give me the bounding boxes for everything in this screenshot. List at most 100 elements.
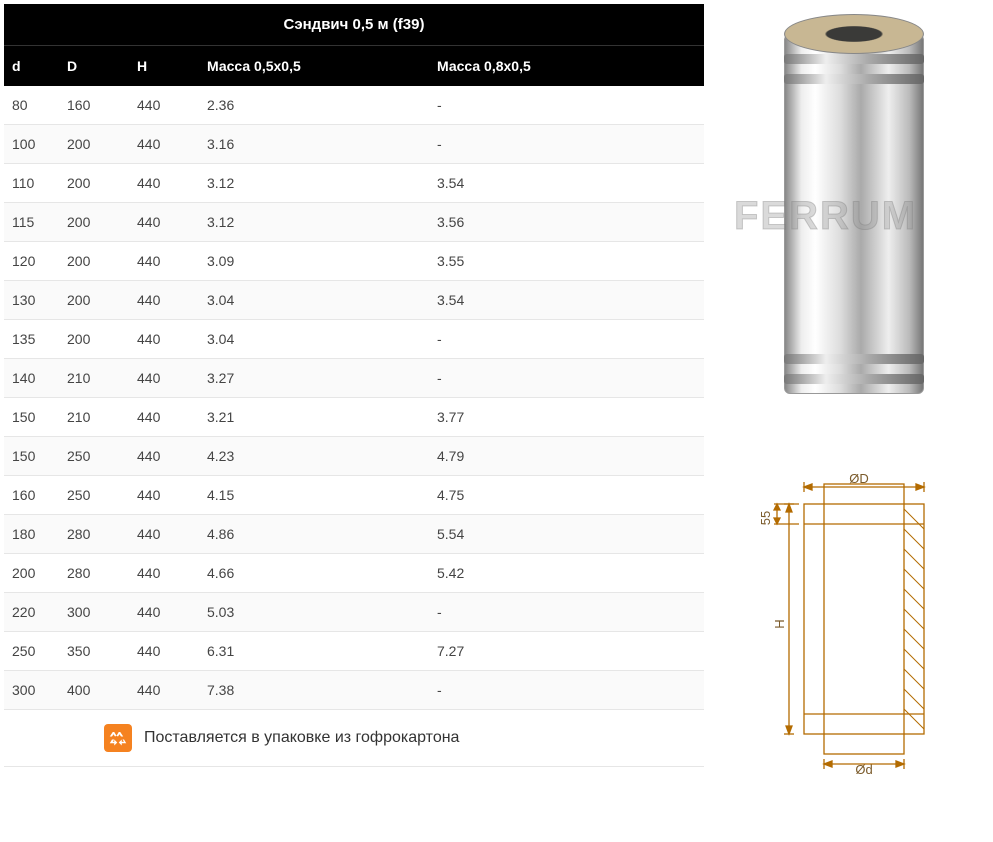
table-cell: 440 [129,203,199,242]
table-cell: 3.04 [199,320,429,359]
dim-phiD: ØD [849,474,869,486]
table-row: 3004004407.38- [4,671,704,710]
table-cell: 130 [4,281,59,320]
table-cell: 100 [4,125,59,164]
table-cell: 3.54 [429,281,704,320]
table-cell: 2.36 [199,86,429,125]
table-cell: 440 [129,164,199,203]
table-cell: 4.75 [429,476,704,515]
table-row: 1202004403.093.55 [4,242,704,281]
product-image: FERRUM [784,14,924,414]
table-cell: 160 [4,476,59,515]
table-cell: 200 [59,164,129,203]
table-cell: 5.54 [429,515,704,554]
table-cell: 7.38 [199,671,429,710]
table-row: 1602504404.154.75 [4,476,704,515]
table-cell: 3.27 [199,359,429,398]
table-cell: 150 [4,398,59,437]
table-cell: 135 [4,320,59,359]
watermark-text: FERRUM [734,194,917,239]
table-cell: 4.23 [199,437,429,476]
table-cell: 440 [129,515,199,554]
table-cell: 6.31 [199,632,429,671]
table-row: 1352004403.04- [4,320,704,359]
table-cell: 120 [4,242,59,281]
col-header-d: d [4,46,59,87]
table-cell: 400 [59,671,129,710]
table-cell: 210 [59,398,129,437]
table-cell: 110 [4,164,59,203]
packaging-note-text: Поставляется в упаковке из гофрокартона [144,729,459,747]
table-cell: 440 [129,554,199,593]
table-cell: 440 [129,359,199,398]
col-header-mass08: Масса 0,8х0,5 [429,46,704,87]
table-row: 801604402.36- [4,86,704,125]
table-cell: 200 [59,242,129,281]
table-row: 1152004403.123.56 [4,203,704,242]
table-cell: 250 [59,437,129,476]
dim-H: H [772,619,787,628]
col-header-H: H [129,46,199,87]
table-cell: 3.12 [199,203,429,242]
table-cell: 180 [4,515,59,554]
table-row: 2503504406.317.27 [4,632,704,671]
table-row: 1402104403.27- [4,359,704,398]
table-cell: 350 [59,632,129,671]
table-cell: 200 [59,320,129,359]
table-cell: 440 [129,632,199,671]
table-cell: 140 [4,359,59,398]
table-cell: 115 [4,203,59,242]
table-cell: 200 [4,554,59,593]
table-cell: 300 [4,671,59,710]
table-cell: 440 [129,398,199,437]
table-cell: 250 [59,476,129,515]
table-row: 1302004403.043.54 [4,281,704,320]
table-cell: 3.09 [199,242,429,281]
table-cell: 440 [129,476,199,515]
table-header-row: d D H Масса 0,5х0,5 Масса 0,8х0,5 [4,46,704,87]
table-cell: 300 [59,593,129,632]
table-cell: - [429,359,704,398]
table-cell: 220 [4,593,59,632]
table-cell: 280 [59,554,129,593]
table-row: 1502504404.234.79 [4,437,704,476]
table-cell: 200 [59,281,129,320]
table-row: 1502104403.213.77 [4,398,704,437]
table-cell: 440 [129,320,199,359]
table-cell: 210 [59,359,129,398]
dim-55: 55 [758,511,773,525]
table-cell: 3.21 [199,398,429,437]
col-header-D: D [59,46,129,87]
table-cell: 5.42 [429,554,704,593]
table-cell: 3.12 [199,164,429,203]
table-cell: 3.04 [199,281,429,320]
table-cell: 440 [129,242,199,281]
table-cell: 3.55 [429,242,704,281]
table-cell: 3.16 [199,125,429,164]
table-row: 1002004403.16- [4,125,704,164]
table-cell: - [429,320,704,359]
table-cell: 280 [59,515,129,554]
table-row: 2002804404.665.42 [4,554,704,593]
table-row: 1802804404.865.54 [4,515,704,554]
table-cell: 3.54 [429,164,704,203]
table-cell: 4.79 [429,437,704,476]
table-row: 2203004405.03- [4,593,704,632]
table-cell: 4.66 [199,554,429,593]
table-cell: 5.03 [199,593,429,632]
table-cell: 3.77 [429,398,704,437]
table-cell: 160 [59,86,129,125]
table-cell: 7.27 [429,632,704,671]
col-header-mass05: Масса 0,5х0,5 [199,46,429,87]
table-title: Сэндвич 0,5 м (f39) [4,4,704,46]
table-cell: 440 [129,437,199,476]
table-cell: - [429,86,704,125]
table-row: 1102004403.123.54 [4,164,704,203]
table-cell: 80 [4,86,59,125]
table-cell: 440 [129,671,199,710]
table-cell: 440 [129,593,199,632]
table-cell: 250 [4,632,59,671]
dim-phid: Ød [855,762,872,774]
table-cell: 200 [59,203,129,242]
recycle-icon [104,724,132,752]
